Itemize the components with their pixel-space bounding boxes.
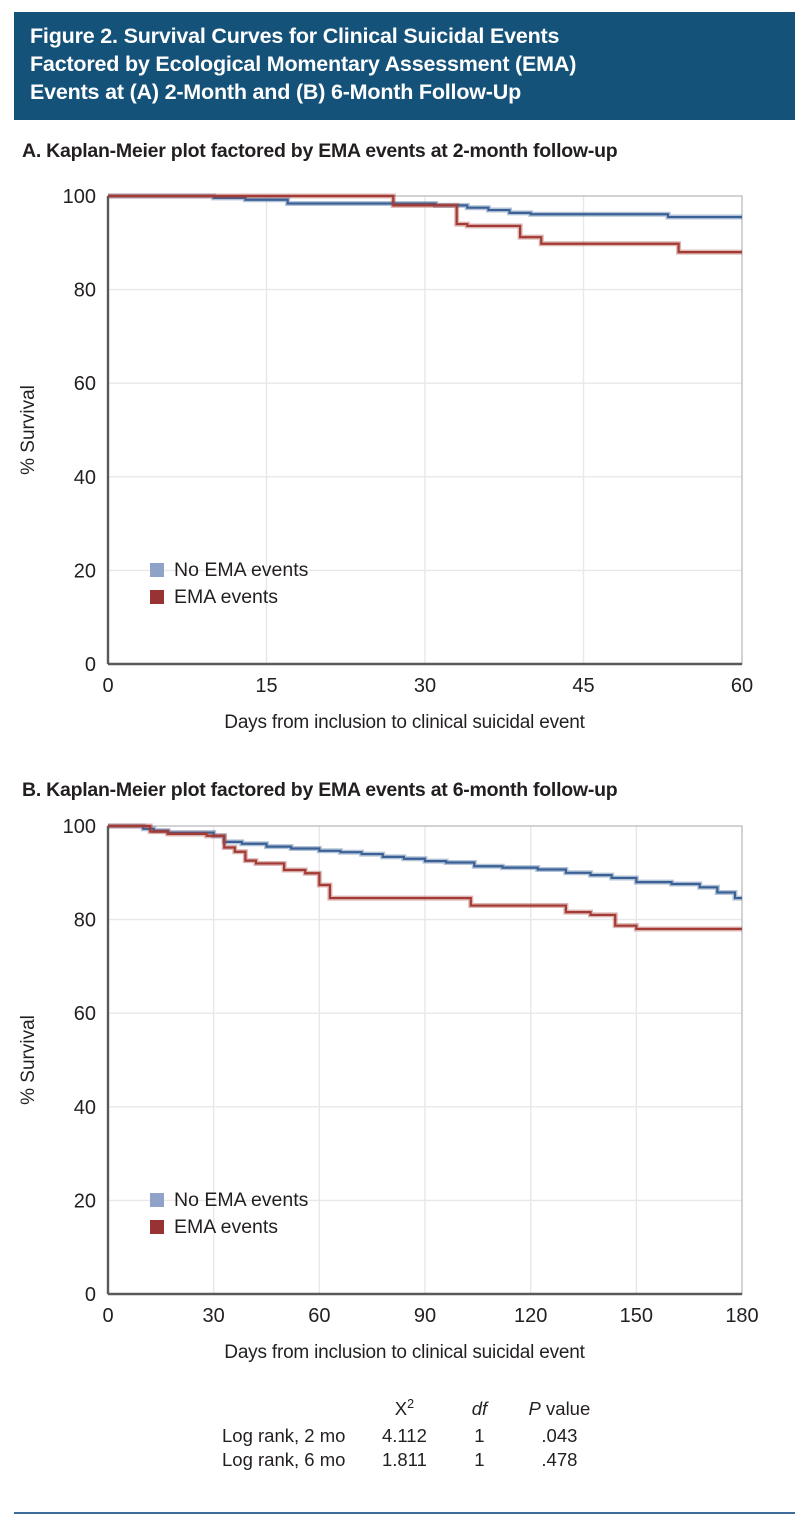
x-tick-label: 15 (255, 675, 277, 697)
stats-header-chi2: X2 (361, 1396, 447, 1424)
stats-row-df: 1 (474, 1425, 485, 1447)
stats-row-chi2: 4.112 (381, 1425, 427, 1447)
panel-a-xaxis-label: Days from inclusion to clinical suicidal… (224, 712, 585, 733)
p-symbol: P (528, 1397, 541, 1419)
x-tick-label: 90 (414, 1305, 436, 1327)
figure-title-line-1: Figure 2. Survival Curves for Clinical S… (30, 24, 560, 48)
panel-a-title: A. Kaplan-Meier plot factored by EMA eve… (22, 140, 618, 162)
stats-row-chi2: 1.811 (381, 1449, 427, 1471)
stats-header-blank (222, 1396, 361, 1424)
legend-swatch-1 (150, 1193, 164, 1207)
df-symbol: df (471, 1397, 488, 1419)
bottom-divider (14, 1512, 795, 1514)
figure-title-line-2: Factored by Ecological Momentary Assessm… (30, 51, 577, 76)
x-tick-label: 30 (203, 1305, 225, 1327)
chi-superscript: 2 (407, 1397, 415, 1411)
y-tick-label: 0 (85, 1284, 96, 1306)
log-rank-stats-table: X2 df P value Log rank, 2 mo 4.112 1 .04… (222, 1396, 607, 1472)
stats-row-df: 1 (474, 1449, 485, 1471)
y-tick-label: 100 (63, 816, 96, 838)
y-tick-label: 40 (74, 467, 96, 489)
y-tick-label: 60 (74, 1003, 96, 1025)
panel-b-chart: 0 20 40 60 80 100 0 30 60 90 120 150 180 % Survival No… (18, 816, 759, 1327)
y-tick-label: 40 (74, 1097, 96, 1119)
y-tick-label: 20 (74, 1190, 96, 1212)
y-axis-title: % Survival (18, 385, 39, 475)
series-line-2 (108, 824, 742, 931)
x-tick-label: 150 (620, 1305, 653, 1327)
stats-header-pvalue: P value (511, 1396, 607, 1424)
y-tick-label: 100 (63, 186, 96, 208)
chi-symbol: X (394, 1398, 408, 1420)
y-tick-label: 0 (85, 654, 96, 676)
legend-label-2: EMA events (174, 586, 278, 608)
stats-row-label: Log rank, 2 mo (222, 1425, 346, 1447)
legend-swatch-2 (150, 1220, 164, 1234)
series-line-1 (108, 194, 742, 219)
x-tick-label: 180 (725, 1305, 758, 1327)
y-tick-label: 60 (74, 373, 96, 395)
panel-a-plot: 0 20 40 60 80 100 0 15 30 45 60 % Survival No EMA ev… (0, 178, 809, 698)
legend-label-1: No EMA events (174, 559, 309, 581)
stats-header-row: X2 df P value (222, 1396, 607, 1424)
x-tick-label: 60 (308, 1305, 330, 1327)
panel-b-xaxis-label: Days from inclusion to clinical suicidal… (224, 1342, 585, 1363)
y-tick-label: 80 (74, 910, 96, 932)
stats-row-pvalue: .478 (541, 1449, 578, 1471)
y-tick-label: 80 (74, 280, 96, 302)
x-tick-label: 0 (102, 675, 113, 697)
series-line-2 (108, 194, 742, 254)
panel-b-title: B. Kaplan-Meier plot factored by EMA eve… (22, 779, 618, 801)
legend-swatch-1 (150, 563, 164, 577)
legend-label-1: No EMA events (174, 1189, 309, 1211)
x-tick-label: 30 (414, 675, 436, 697)
panel-b-plot: 0 20 40 60 80 100 0 30 60 90 120 150 180 % Survival No… (0, 808, 809, 1328)
legend-label-2: EMA events (174, 1216, 278, 1238)
x-tick-label: 120 (514, 1305, 547, 1327)
x-tick-label: 45 (572, 675, 594, 697)
y-axis-title: % Survival (18, 1015, 39, 1105)
figure-title-line-3: Events at (A) 2-Month and (B) 6-Month Fo… (30, 79, 522, 104)
stats-body: Log rank, 2 mo 4.112 1 .043 Log rank, 6 … (222, 1424, 607, 1472)
x-tick-label: 60 (731, 675, 753, 697)
panel-a-chart: 0 20 40 60 80 100 0 15 30 45 60 % Survival No EMA ev… (18, 186, 753, 697)
stats-header-df: df (447, 1396, 511, 1424)
y-tick-label: 20 (74, 560, 96, 582)
stats-row-label: Log rank, 6 mo (222, 1449, 346, 1471)
legend-swatch-2 (150, 590, 164, 604)
stats-row-pvalue: .043 (541, 1425, 578, 1447)
p-value-word: value (540, 1397, 591, 1419)
table-row: Log rank, 6 mo 1.811 1 .478 (222, 1448, 607, 1472)
x-tick-label: 0 (102, 1305, 113, 1327)
table-row: Log rank, 2 mo 4.112 1 .043 (222, 1424, 607, 1448)
figure-title-banner: Figure 2. Survival Curves for Clinical S… (14, 12, 795, 120)
